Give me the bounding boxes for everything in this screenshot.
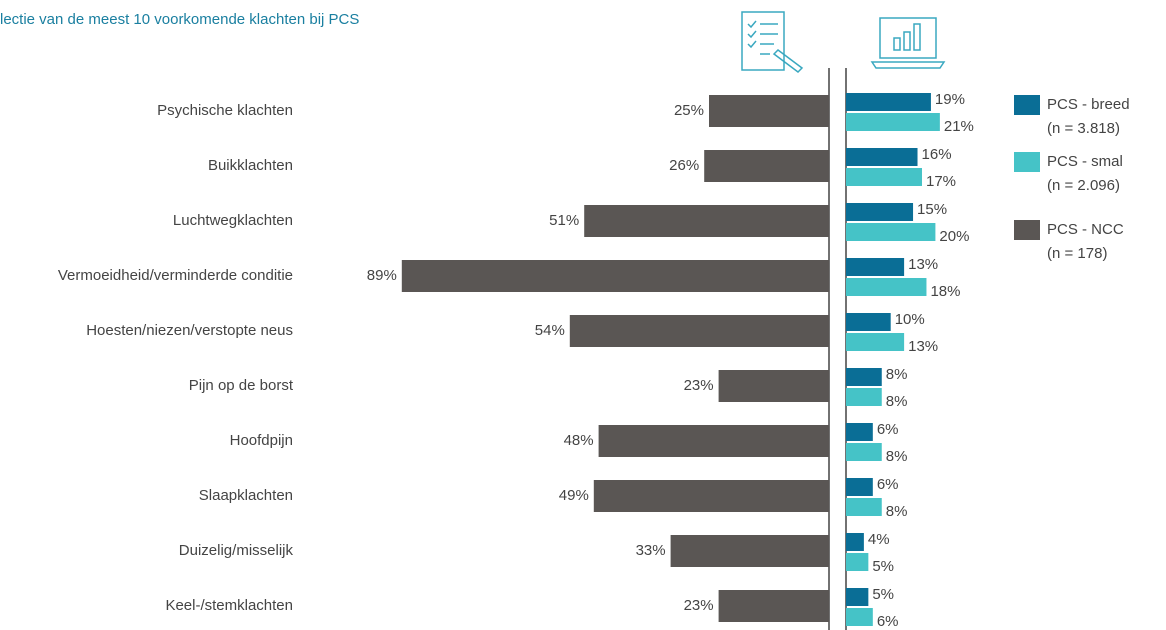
bar — [846, 93, 931, 111]
value-label: 54% — [535, 322, 565, 339]
value-label: 49% — [559, 487, 589, 504]
category-label: Psychische klachten — [157, 102, 293, 119]
value-label: 10% — [895, 311, 925, 328]
category-label: Vermoeidheid/verminderde conditie — [58, 267, 293, 284]
bar — [846, 113, 940, 131]
bar — [846, 223, 936, 241]
value-label: 51% — [549, 212, 579, 229]
legend-swatch — [1014, 220, 1040, 240]
category-label: Keel-/stemklachten — [165, 597, 293, 614]
bar — [704, 150, 829, 182]
bar — [401, 260, 829, 292]
value-label: 8% — [886, 503, 908, 520]
legend-sample: (n = 178) — [1047, 245, 1107, 262]
bar — [846, 203, 914, 221]
bar — [846, 588, 869, 606]
category-label: Hoesten/niezen/verstopte neus — [86, 322, 293, 339]
value-label: 19% — [935, 91, 965, 108]
bar — [584, 205, 829, 237]
bar — [718, 590, 829, 622]
bar — [846, 443, 882, 461]
bar — [846, 423, 873, 441]
value-label: 13% — [908, 338, 938, 355]
bar — [846, 313, 891, 331]
bar — [846, 333, 905, 351]
icon-questionnaire — [741, 11, 804, 73]
bar — [846, 553, 869, 571]
value-label: 5% — [872, 586, 894, 603]
value-label: 8% — [886, 393, 908, 410]
bar — [846, 478, 873, 496]
bar — [846, 498, 882, 516]
bar — [846, 168, 922, 186]
value-label: 8% — [886, 448, 908, 465]
category-label: Buikklachten — [208, 157, 293, 174]
value-label: 48% — [564, 432, 594, 449]
bar — [846, 148, 918, 166]
value-label: 13% — [908, 256, 938, 273]
category-label: Hoofdpijn — [230, 432, 293, 449]
bar — [846, 533, 864, 551]
bar — [569, 315, 829, 347]
value-label: 6% — [877, 613, 899, 630]
value-label: 20% — [939, 228, 969, 245]
value-label: 15% — [917, 201, 947, 218]
value-label: 8% — [886, 366, 908, 383]
value-label: 6% — [877, 421, 899, 438]
legend-sample: (n = 2.096) — [1047, 177, 1120, 194]
legend-sample: (n = 3.818) — [1047, 120, 1120, 137]
bar — [846, 608, 873, 626]
legend-swatch — [1014, 95, 1040, 115]
value-label: 21% — [944, 118, 974, 135]
value-label: 23% — [684, 597, 714, 614]
category-label: Pijn op de borst — [189, 377, 294, 394]
category-label: Slaapklachten — [199, 487, 293, 504]
value-label: 4% — [868, 531, 890, 548]
value-label: 16% — [922, 146, 952, 163]
value-label: 5% — [872, 558, 894, 575]
bar — [718, 370, 829, 402]
bar — [670, 535, 829, 567]
chart-title: lectie van de meest 10 voorkomende klach… — [0, 11, 359, 28]
bar — [709, 95, 829, 127]
icon-laptop — [870, 17, 946, 69]
bar — [846, 388, 882, 406]
bar — [846, 278, 927, 296]
legend-swatch — [1014, 152, 1040, 172]
bar — [598, 425, 829, 457]
value-label: 23% — [684, 377, 714, 394]
legend-label: PCS - smal — [1047, 153, 1123, 170]
category-label: Duizelig/misselijk — [179, 542, 294, 559]
bar — [846, 368, 882, 386]
value-label: 18% — [930, 283, 960, 300]
value-label: 89% — [367, 267, 397, 284]
bar — [846, 258, 905, 276]
value-label: 33% — [636, 542, 666, 559]
value-label: 25% — [674, 102, 704, 119]
bar — [593, 480, 829, 512]
legend-label: PCS - NCC — [1047, 221, 1124, 238]
legend-label: PCS - breed — [1047, 96, 1130, 113]
value-label: 6% — [877, 476, 899, 493]
category-label: Luchtwegklachten — [173, 212, 293, 229]
value-label: 26% — [669, 157, 699, 174]
value-label: 17% — [926, 173, 956, 190]
